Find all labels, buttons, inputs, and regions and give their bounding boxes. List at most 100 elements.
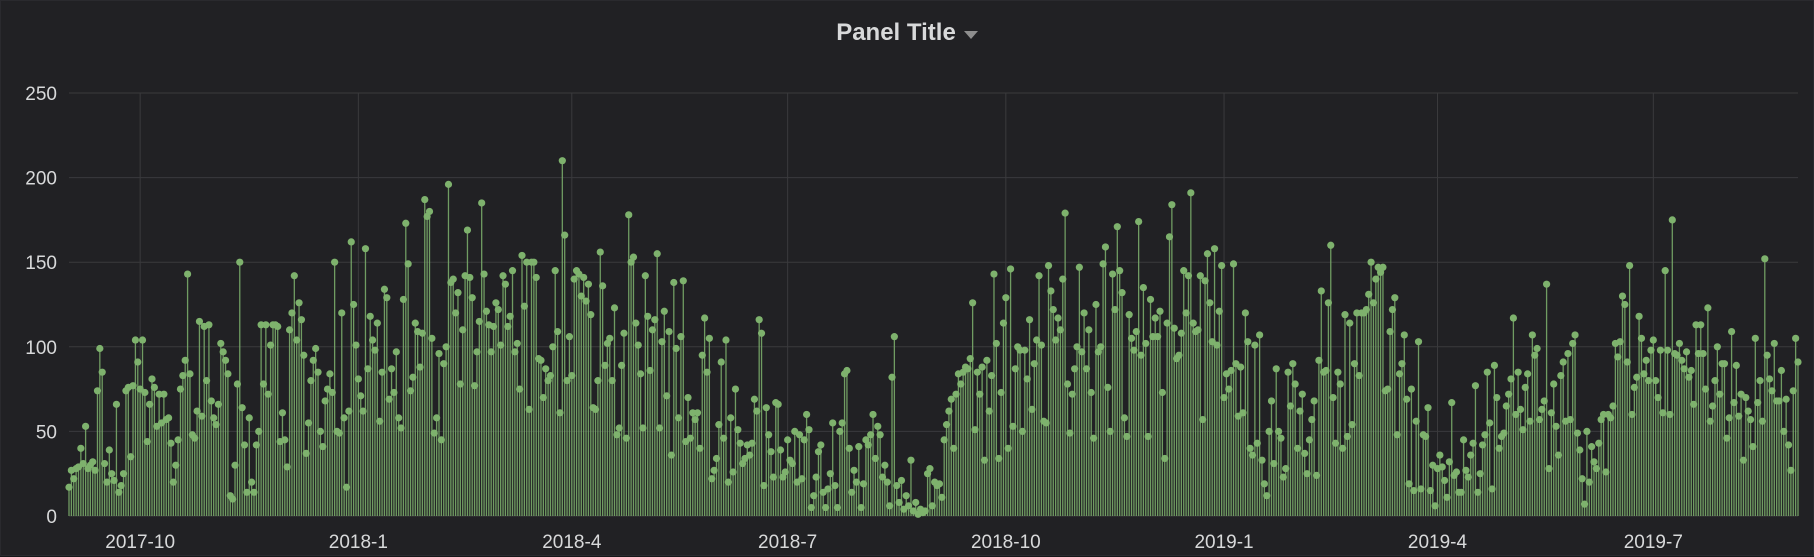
data-point[interactable] (824, 485, 832, 493)
data-point[interactable] (1623, 358, 1631, 366)
data-point[interactable] (717, 358, 725, 366)
data-point[interactable] (1607, 414, 1615, 422)
data-point[interactable] (810, 492, 818, 500)
data-point[interactable] (368, 336, 377, 344)
data-point[interactable] (1199, 415, 1207, 424)
data-point[interactable] (1054, 314, 1062, 322)
data-point[interactable] (186, 370, 194, 378)
data-point[interactable] (309, 356, 317, 364)
data-point[interactable] (864, 441, 872, 449)
data-point[interactable] (1044, 261, 1053, 270)
data-point[interactable] (1452, 468, 1461, 476)
data-point[interactable] (1630, 383, 1638, 392)
data-point[interactable] (255, 427, 263, 435)
data-point[interactable] (1787, 466, 1795, 474)
data-point[interactable] (1135, 217, 1143, 226)
data-point[interactable] (489, 322, 498, 331)
data-point[interactable] (214, 400, 223, 408)
data-point[interactable] (399, 295, 408, 304)
data-point[interactable] (1033, 336, 1041, 344)
data-point[interactable] (945, 407, 953, 415)
data-point[interactable] (354, 375, 362, 383)
data-point[interactable] (1749, 443, 1757, 451)
data-point[interactable] (210, 414, 218, 422)
data-point[interactable] (1052, 336, 1060, 344)
data-point[interactable] (143, 437, 151, 446)
data-point[interactable] (1495, 444, 1503, 452)
data-point[interactable] (1239, 409, 1247, 417)
data-point[interactable] (1732, 361, 1740, 370)
data-point[interactable] (387, 365, 396, 373)
data-point[interactable] (1585, 478, 1593, 486)
data-point[interactable] (878, 473, 887, 481)
data-point[interactable] (1289, 360, 1297, 368)
data-point[interactable] (1130, 346, 1138, 354)
data-point[interactable] (831, 481, 839, 490)
data-point[interactable] (665, 327, 673, 336)
data-point[interactable] (1635, 312, 1643, 320)
data-point[interactable] (480, 270, 488, 278)
data-point[interactable] (973, 368, 981, 376)
data-point[interactable] (921, 507, 929, 515)
data-point[interactable] (520, 302, 528, 310)
data-point[interactable] (1559, 358, 1567, 366)
data-point[interactable] (1488, 485, 1496, 493)
data-point[interactable] (224, 370, 232, 378)
data-point[interactable] (807, 503, 815, 512)
data-point[interactable] (926, 465, 934, 473)
data-point[interactable] (539, 393, 547, 402)
data-point[interactable] (703, 368, 711, 376)
data-point[interactable] (110, 476, 118, 485)
data-point[interactable] (350, 300, 358, 309)
data-point[interactable] (587, 311, 595, 319)
data-point[interactable] (1400, 331, 1408, 339)
data-point[interactable] (1099, 260, 1107, 268)
data-point[interactable] (798, 475, 806, 483)
data-point[interactable] (345, 407, 353, 415)
data-point[interactable] (1770, 339, 1778, 348)
data-point[interactable] (701, 314, 709, 322)
data-point[interactable] (314, 368, 322, 376)
data-point[interactable] (1782, 395, 1790, 403)
data-point[interactable] (1763, 351, 1771, 359)
data-point[interactable] (506, 312, 514, 320)
data-point[interactable] (1777, 366, 1785, 375)
data-point[interactable] (361, 245, 370, 253)
data-point[interactable] (1417, 485, 1425, 493)
data-point[interactable] (838, 419, 846, 427)
data-point[interactable] (511, 348, 519, 356)
data-point[interactable] (1097, 343, 1105, 351)
data-point[interactable] (1590, 458, 1598, 466)
data-point[interactable] (1260, 480, 1268, 488)
data-point[interactable] (902, 492, 910, 500)
data-point[interactable] (1701, 385, 1710, 393)
data-point[interactable] (876, 431, 884, 439)
data-point[interactable] (850, 466, 858, 474)
data-point[interactable] (278, 409, 287, 417)
data-point[interactable] (1569, 339, 1577, 348)
data-point[interactable] (1550, 380, 1558, 388)
data-point[interactable] (321, 397, 329, 405)
data-point[interactable] (1071, 365, 1079, 373)
data-point[interactable] (1626, 261, 1634, 270)
data-point[interactable] (596, 248, 604, 256)
data-point[interactable] (1478, 441, 1487, 449)
data-point[interactable] (1367, 258, 1375, 266)
data-point[interactable] (1362, 305, 1370, 314)
data-point[interactable] (497, 341, 505, 349)
data-point[interactable] (1101, 243, 1110, 251)
data-point[interactable] (281, 436, 289, 444)
data-point[interactable] (632, 319, 640, 327)
data-point[interactable] (674, 414, 683, 422)
data-point[interactable] (454, 289, 462, 297)
data-point[interactable] (202, 377, 211, 385)
data-point[interactable] (1716, 390, 1724, 398)
data-point[interactable] (715, 421, 723, 429)
data-point[interactable] (262, 321, 270, 329)
data-point[interactable] (686, 434, 694, 442)
data-point[interactable] (238, 404, 246, 412)
data-point[interactable] (1369, 299, 1378, 307)
data-point[interactable] (679, 277, 687, 285)
data-point[interactable] (729, 468, 737, 476)
data-point[interactable] (1310, 397, 1318, 405)
